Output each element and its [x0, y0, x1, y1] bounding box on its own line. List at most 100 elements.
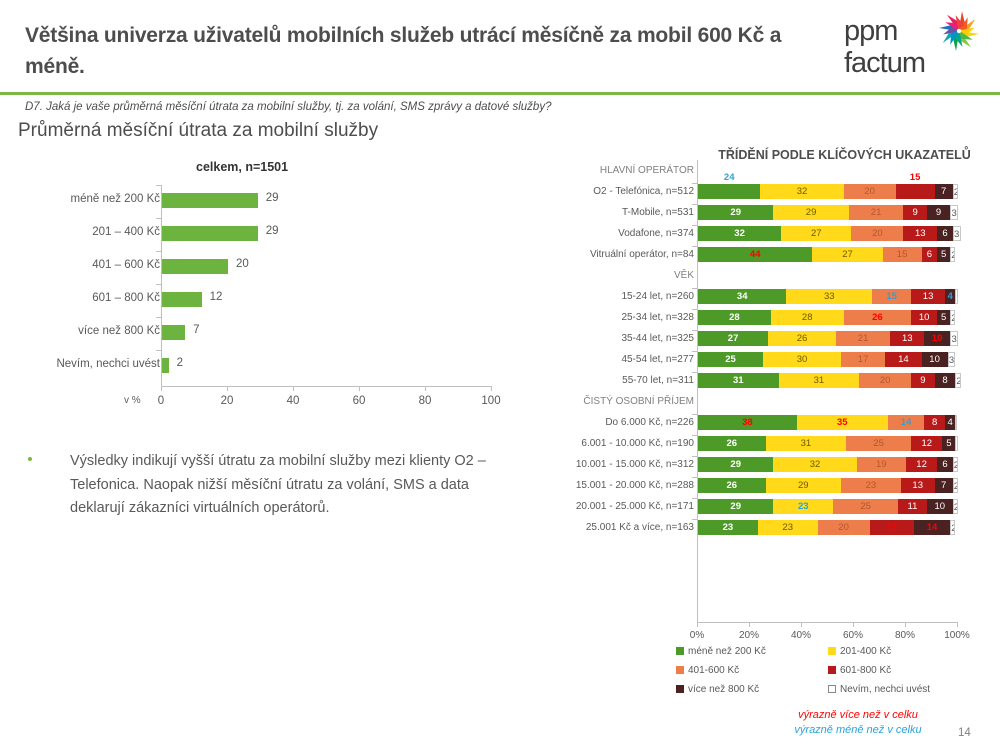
right-minor-tick [692, 519, 697, 520]
right-bar-segment: 13 [890, 331, 925, 346]
left-bar-value: 29 [265, 225, 279, 237]
left-bar-fill [162, 226, 258, 241]
right-bar-segment: 2 [952, 478, 958, 493]
right-bar-label: 15-24 let, n=260 [621, 291, 694, 302]
right-x-tick-label: 100% [944, 630, 970, 641]
right-bar-label: Do 6.000 Kč, n=226 [605, 417, 694, 428]
right-segment-value: 44 [749, 249, 761, 260]
right-bar-segment: 2 [952, 184, 958, 199]
legend-item: 601-800 Kč [828, 665, 891, 676]
right-segment-value: 20 [838, 522, 849, 533]
legend-swatch-icon [676, 685, 684, 693]
header-divider [0, 92, 1000, 95]
right-bar-segment: 20 [843, 184, 896, 199]
right-segment-value: 29 [730, 501, 741, 512]
right-bar-segment: 23 [773, 499, 834, 514]
right-bar-row: 25.001 Kč a více, n=163 23 23 20 17 14 2 [560, 517, 980, 538]
right-bar-segment: 23 [698, 520, 758, 535]
right-bar-segment: 32 [760, 184, 844, 199]
right-segment-value: 20 [879, 375, 891, 386]
right-bar-label: Vodafone, n=374 [618, 228, 694, 239]
right-bar-row: 6.001 - 10.000 Kč, n=190 26 31 25 12 51 [560, 433, 980, 454]
right-segment-value-callout: 15 [909, 172, 921, 183]
right-x-tick [749, 622, 750, 627]
legend-label: více než 800 Kč [688, 684, 760, 695]
right-bar-track: 29 32 19 12 62 [698, 457, 958, 472]
right-segment-value: 21 [857, 333, 869, 344]
right-segment-value: 2 [954, 185, 957, 198]
right-minor-tick [692, 435, 697, 436]
right-bar-track: 32 27 20 13 6 3 [698, 226, 961, 241]
right-bar-segment: 35 [796, 415, 888, 430]
right-bar-segment: 4 [945, 289, 956, 304]
right-bar-track: 44 27 15 652 [698, 247, 958, 262]
right-segment-value: 13 [922, 291, 934, 302]
right-bar-segment: 25 [833, 499, 899, 514]
right-bar-segment: 3 [950, 331, 958, 346]
left-chart-rows: méně než 200 Kč 29 201 – 400 Kč 29 401 – 600… [20, 185, 500, 383]
right-segment-value: 20 [864, 186, 875, 197]
right-x-tick-label: 80% [894, 630, 916, 641]
right-bar-segment: 34 [698, 289, 787, 304]
right-bar-label: 20.001 - 25.000 Kč, n=171 [575, 501, 694, 512]
right-bar-segment: 21 [848, 205, 904, 220]
right-minor-tick [692, 330, 697, 331]
right-bar-segment: 20 [851, 226, 904, 241]
starburst-icon [939, 11, 979, 51]
right-bar-segment: 10 [924, 331, 951, 346]
right-bar-segment: 26 [698, 478, 766, 493]
right-segment-value: 7 [941, 186, 947, 197]
right-bar-row: 55-70 let, n=311 31 31 20 9 82 [560, 370, 980, 391]
right-segment-value: 14 [900, 417, 912, 428]
right-bar-segment: 9 [903, 205, 927, 220]
right-bar-segment: 26 [843, 310, 912, 325]
left-x-tick [359, 386, 360, 391]
right-segment-value: 25 [860, 501, 871, 512]
legend-item: 401-600 Kč [676, 665, 739, 676]
right-segment-value: 10 [918, 312, 930, 323]
right-bar-segment: 8 [924, 415, 945, 430]
right-segment-value: 32 [796, 186, 808, 197]
right-group-header-row: HLAVNÍ OPERÁTOR [560, 160, 980, 181]
right-bar-row: T-Mobile, n=531 29 29 21 9 9 3 [560, 202, 980, 223]
left-bar-row: Nevím, nechci uvést 2 [20, 350, 500, 383]
right-group-label: VĚK [673, 270, 694, 281]
page-title: Většina univerza uživatelů mobilních slu… [25, 24, 782, 78]
legend-item: více než 800 Kč [676, 684, 759, 695]
left-x-tick-label: 60 [352, 395, 366, 407]
right-bar-segment: 1 [955, 289, 958, 304]
right-segment-value: 13 [912, 480, 923, 491]
left-minor-tick [156, 317, 161, 318]
right-bar-label: 25-34 let, n=328 [621, 312, 694, 323]
right-segment-value: 6 [926, 249, 933, 260]
right-bar-label: 6.001 - 10.000 Kč, n=190 [581, 438, 694, 449]
right-segment-value: 26 [726, 438, 738, 449]
right-segment-value: 33 [824, 291, 835, 302]
left-bar-value: 29 [265, 192, 279, 204]
right-segment-value: 25 [725, 354, 736, 365]
legend-swatch-icon [676, 647, 684, 655]
right-bar-segment: 3 [950, 205, 958, 220]
right-bar-segment: 27 [812, 247, 883, 262]
right-segment-value: 3 [951, 208, 957, 219]
right-bar-segment: 1 [955, 436, 958, 451]
right-segment-value: 17 [857, 354, 869, 365]
right-segment-value: 23 [722, 522, 734, 533]
legend-item: méně než 200 Kč [676, 646, 766, 657]
right-segment-value: 32 [809, 459, 821, 470]
left-bar-row: 201 – 400 Kč 29 [20, 218, 500, 251]
right-bar-label: 10.001 - 15.000 Kč, n=312 [575, 459, 694, 470]
question-text: D7. Jaká je vaše průměrná měsíční útrata… [25, 101, 552, 113]
right-bar-row: 15.001 - 20.000 Kč, n=288 26 29 23 13 72 [560, 475, 980, 496]
right-x-axis [697, 622, 958, 623]
left-y-axis [161, 185, 162, 386]
right-bar-segment: 12 [906, 457, 938, 472]
right-segment-value: 23 [798, 501, 809, 512]
legend-label: Nevím, nechci uvést [840, 684, 931, 695]
right-bar-row: Vodafone, n=374 32 27 20 13 6 3 [560, 223, 980, 244]
right-bar-label: 45-54 let, n=277 [621, 354, 694, 365]
right-x-tick [801, 622, 802, 627]
left-bar-value: 20 [236, 258, 249, 270]
right-segment-value: 10 [931, 333, 943, 344]
